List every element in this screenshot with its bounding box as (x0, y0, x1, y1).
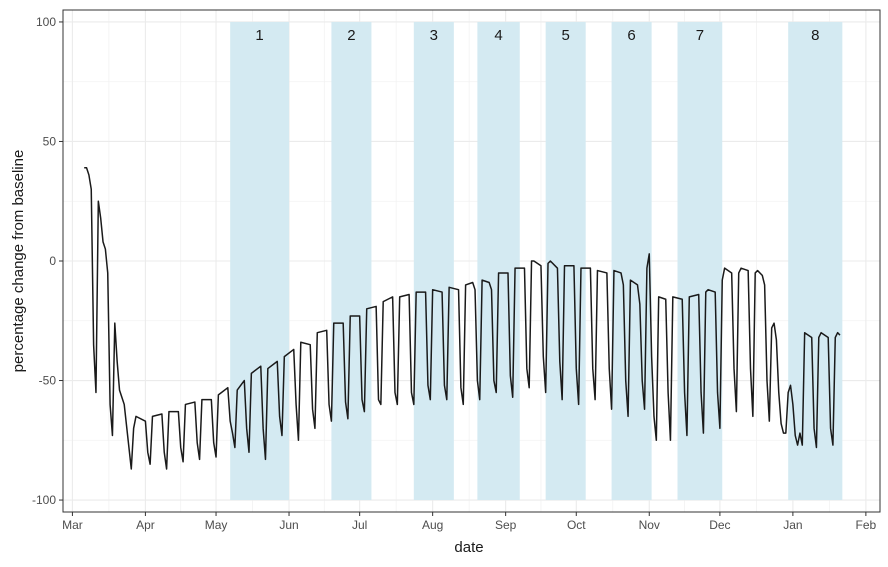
y-axis: -100 -50 0 50 100 (32, 15, 63, 507)
band (230, 21, 290, 501)
band-label: 2 (347, 27, 355, 44)
band-label: 5 (562, 27, 570, 44)
x-tick-label: Nov (639, 518, 660, 532)
y-axis-title: percentage change from baseline (10, 150, 27, 373)
x-tick-label: Sep (495, 518, 517, 532)
y-tick-label: -50 (39, 374, 57, 388)
band-label: 7 (696, 27, 704, 44)
band-label: 1 (255, 27, 263, 44)
y-tick-label: 50 (43, 134, 57, 148)
band-label: 8 (811, 27, 819, 44)
band (788, 21, 843, 501)
x-tick-label: Apr (136, 518, 155, 532)
x-tick-label: Oct (567, 518, 586, 532)
x-tick-label: May (205, 518, 228, 532)
band-labels: 1 2 3 4 5 6 7 8 (255, 27, 819, 44)
x-axis: Mar Apr May Jun Jul Aug Sep Oct Nov Dec Jan Feb (62, 512, 877, 532)
highlight-bands (230, 21, 843, 501)
x-tick-label: Feb (856, 518, 877, 532)
band (677, 21, 723, 501)
band (611, 21, 652, 501)
series-line (84, 167, 841, 470)
band (413, 21, 454, 501)
y-tick-label: 0 (49, 254, 56, 268)
y-tick-label: -100 (32, 493, 56, 507)
x-tick-label: Jul (352, 518, 367, 532)
x-tick-label: Jan (783, 518, 802, 532)
band-label: 4 (494, 27, 502, 44)
x-tick-label: Jun (279, 518, 298, 532)
band (545, 21, 586, 501)
band (331, 21, 372, 501)
y-tick-label: 100 (36, 15, 56, 29)
band-label: 6 (627, 27, 635, 44)
x-tick-label: Dec (709, 518, 730, 532)
band-label: 3 (430, 27, 438, 44)
band (477, 21, 520, 501)
x-axis-title: date (454, 539, 483, 556)
x-tick-label: Aug (422, 518, 443, 532)
x-tick-label: Mar (62, 518, 83, 532)
